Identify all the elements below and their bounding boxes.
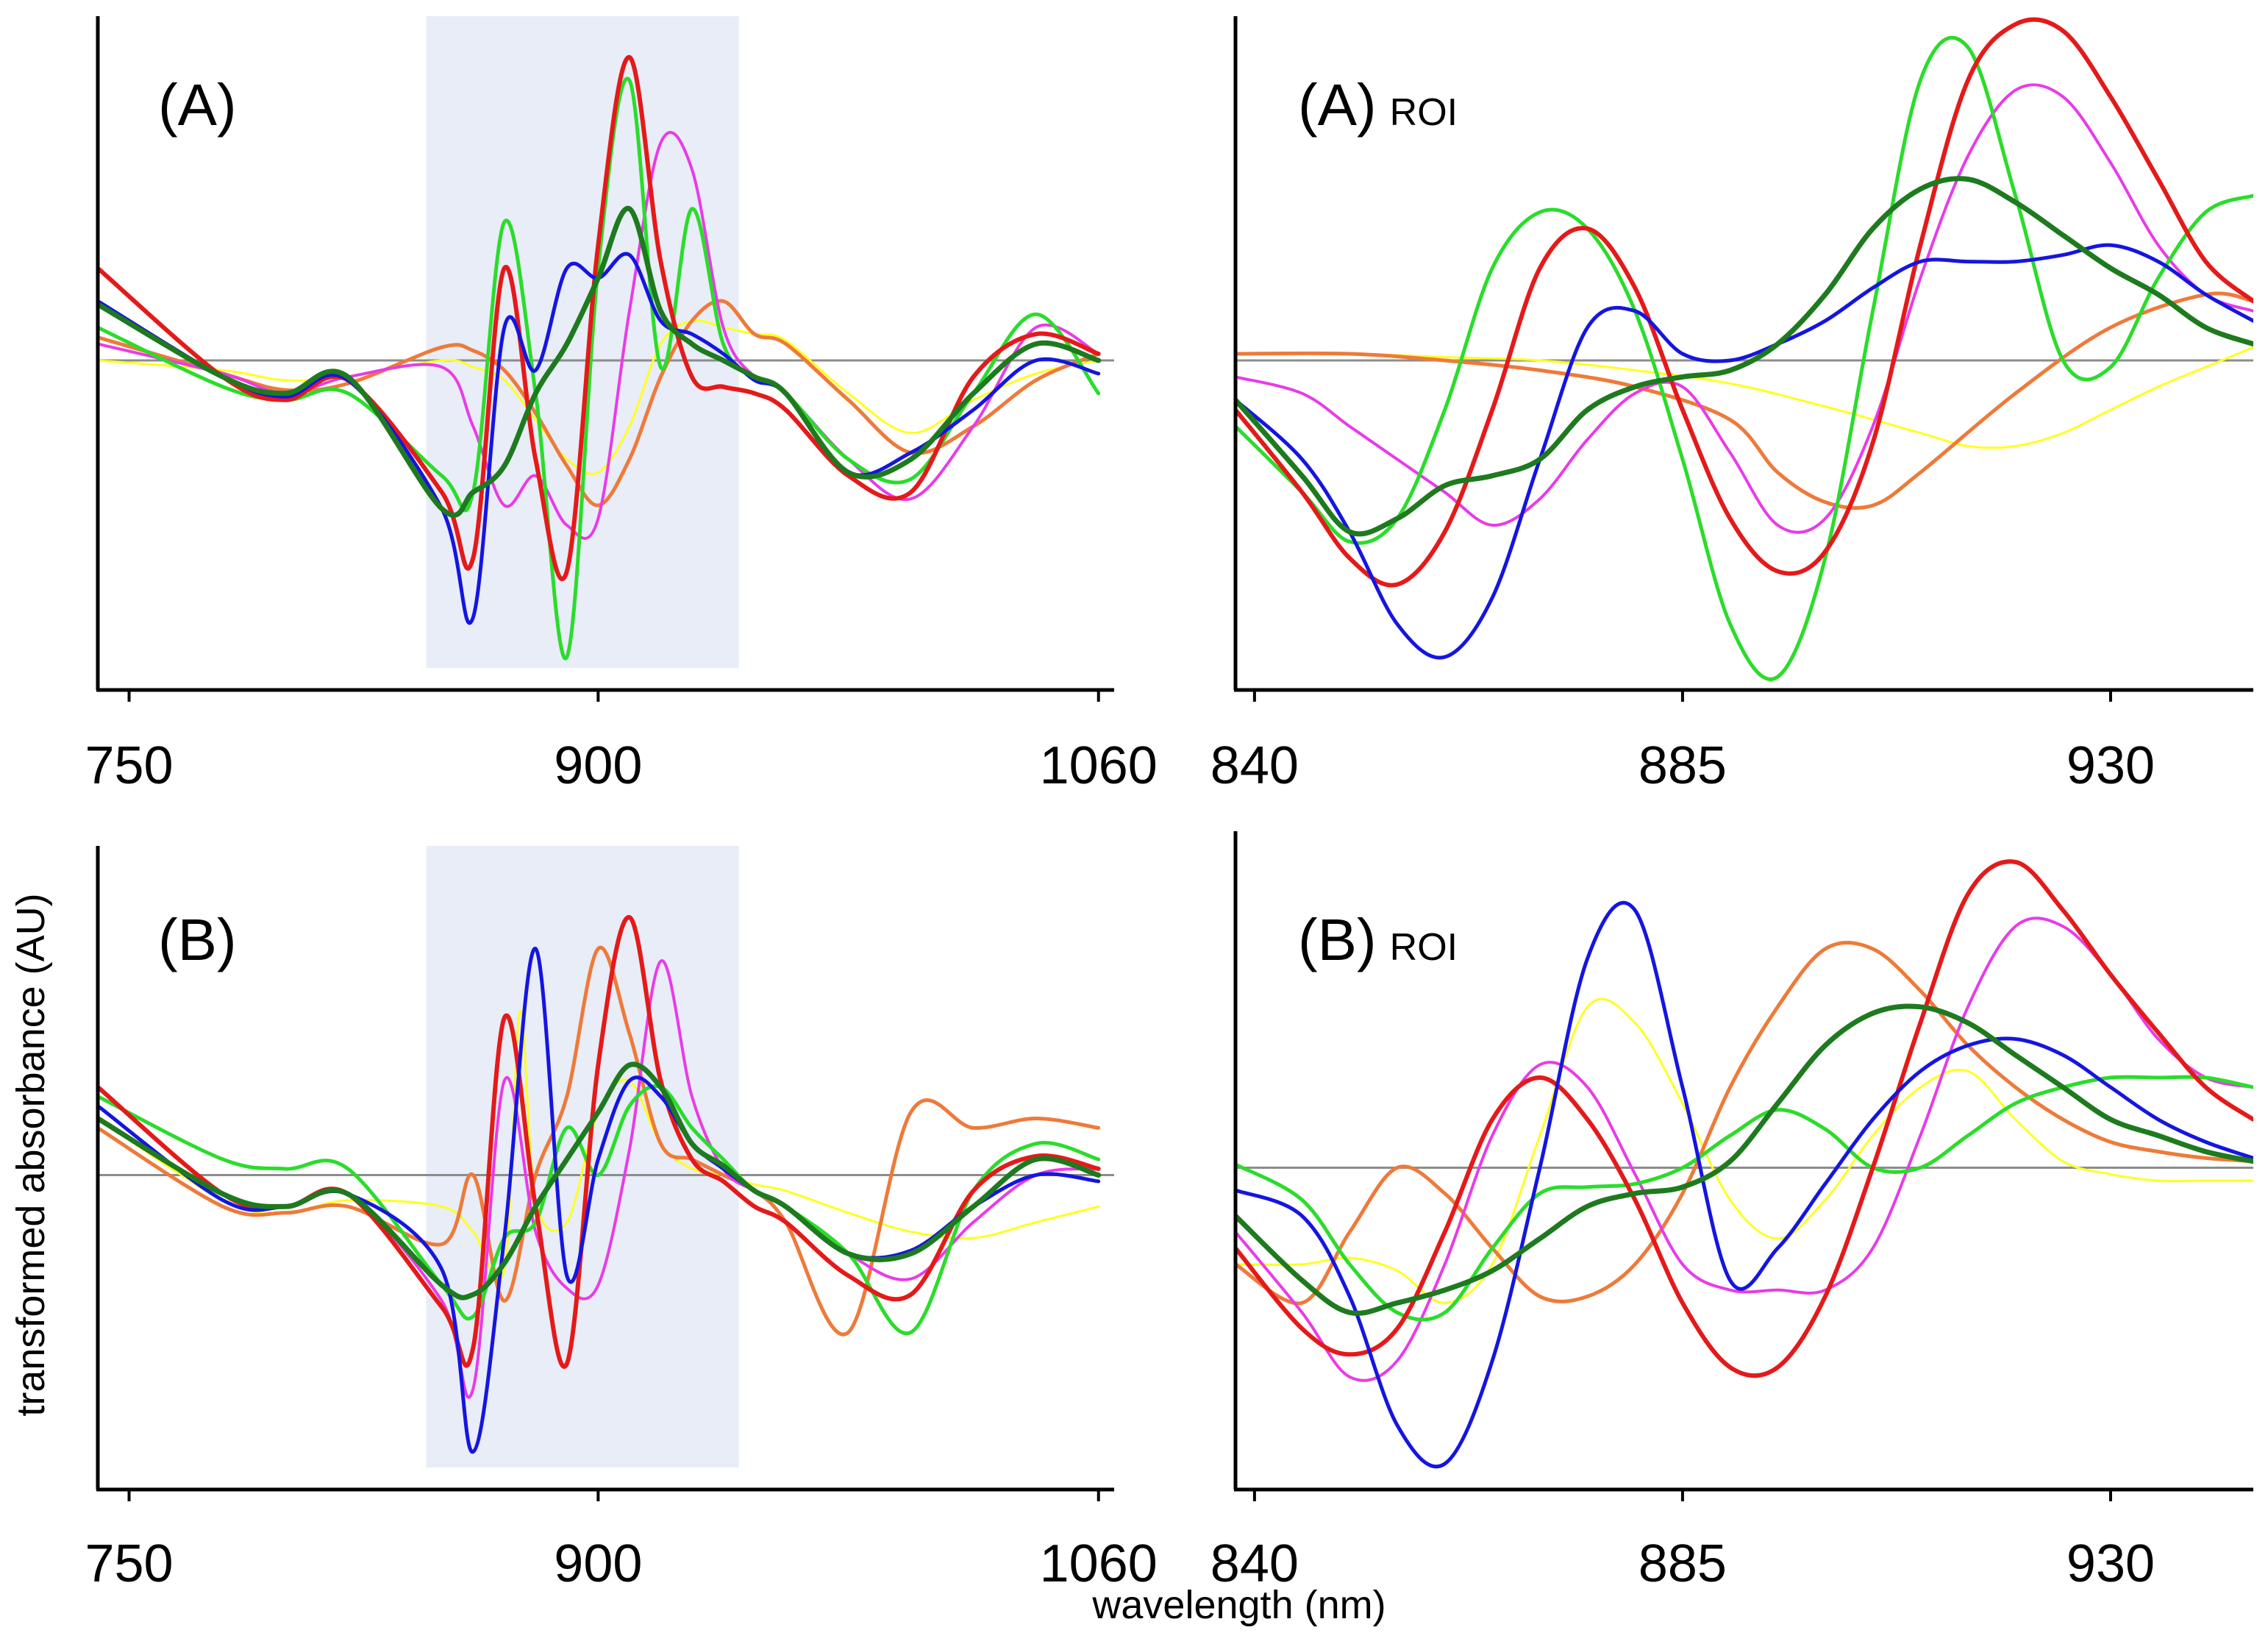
panel-b: 750 900 1060 (B) (85, 846, 1158, 1593)
series-blue-line (1235, 243, 2253, 660)
x-axis-title: wavelength (nm) (1091, 1583, 1386, 1627)
x-tick-label: 1060 (1040, 1534, 1158, 1593)
x-tick-label: 1060 (1040, 736, 1158, 795)
x-tick-label: 900 (554, 1534, 642, 1593)
panel-label-suffix: ROI (1390, 91, 1458, 134)
series-red-line (98, 915, 1101, 1369)
panel-label-letter: (A) (1298, 72, 1377, 138)
panels: 750 900 1060 (A) 840 885 930 (A) ROI 750 900 1060 (B… (85, 16, 2253, 1593)
series-green-line (1235, 35, 2253, 681)
series-group (1235, 859, 2253, 1469)
panel-label-letter: (B) (1298, 907, 1377, 972)
series-yellow-line (1235, 346, 2253, 449)
x-tick-label: 750 (85, 1534, 173, 1593)
x-tick-label: 750 (85, 736, 173, 795)
x-tick-label: 840 (1210, 736, 1299, 795)
series-orange-line (98, 299, 1101, 508)
x-tick-label: 930 (2066, 736, 2155, 795)
series-group (98, 54, 1102, 661)
x-tick-label: 885 (1638, 736, 1727, 795)
series-red-line (1235, 859, 2253, 1378)
series-group (98, 915, 1102, 1454)
series-red-line (98, 54, 1101, 581)
panel-label-letter: (B) (158, 907, 237, 972)
series-green-line (1235, 1075, 2253, 1322)
series-orange-line (1235, 940, 2253, 1306)
panel-b-roi: 840 885 930 (B) ROI (1210, 831, 2253, 1593)
panel-label: (A) ROI (1298, 72, 1458, 138)
x-tick-label: 885 (1638, 1534, 1727, 1593)
series-dark-green-line (1235, 176, 2253, 537)
series-dark-green-line (1235, 1003, 2253, 1316)
panel-label: (B) ROI (1298, 907, 1458, 972)
panel-label-letter: (A) (158, 72, 237, 138)
series-green-line (98, 1084, 1101, 1336)
series-group (1235, 17, 2253, 681)
panel-a-roi: 840 885 930 (A) ROI (1210, 16, 2253, 795)
series-red-line (1235, 17, 2253, 588)
x-tick-label: 900 (554, 736, 642, 795)
x-tick-label: 930 (2066, 1534, 2155, 1593)
y-axis-title: transformed absorbance (AU) (9, 893, 53, 1416)
series-dark-green-line (98, 1061, 1102, 1300)
series-orange-line (1235, 291, 2253, 510)
series-yellow-line (1235, 997, 2253, 1304)
panel-a: 750 900 1060 (A) (85, 16, 1158, 795)
series-magenta-line (1235, 917, 2253, 1382)
panel-label: (B) (158, 907, 237, 972)
x-tick-label: 840 (1210, 1534, 1299, 1593)
panel-label: (A) (158, 72, 237, 138)
series-magenta-line (1235, 83, 2253, 534)
series-yellow-line (98, 1010, 1100, 1282)
series-blue-line (1235, 900, 2253, 1469)
series-dark-green-line (98, 206, 1102, 518)
panel-label-suffix: ROI (1390, 926, 1458, 969)
